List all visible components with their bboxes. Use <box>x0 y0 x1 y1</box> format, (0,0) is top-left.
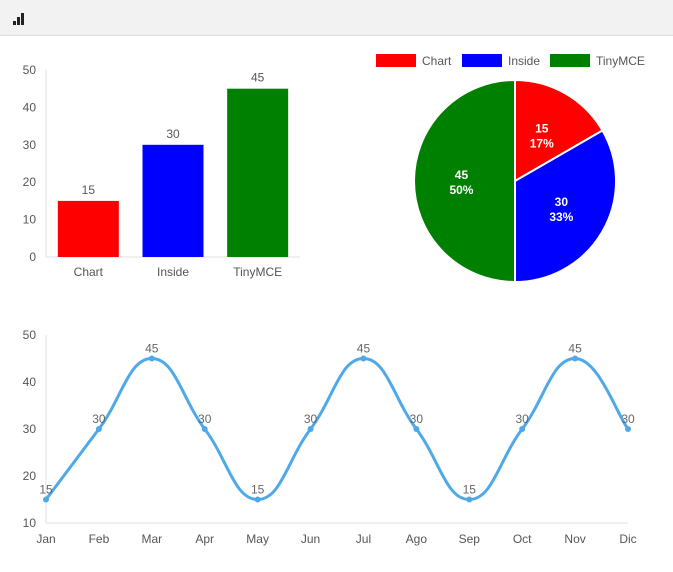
pie-value-label: 15 <box>535 122 549 136</box>
line-data-label: 15 <box>463 483 477 497</box>
line-y-tick-label: 50 <box>23 328 37 342</box>
line-data-label: 30 <box>621 412 635 426</box>
pie-percent-label: 17% <box>530 137 554 151</box>
line-point <box>254 496 261 503</box>
bar-x-tick-label: TinyMCE <box>233 265 282 279</box>
line-y-tick-label: 40 <box>23 375 37 389</box>
line-data-label: 45 <box>145 342 159 356</box>
bar-y-tick-label: 50 <box>23 63 37 77</box>
line-point <box>95 426 102 432</box>
bar-y-tick-label: 20 <box>23 175 37 189</box>
bar <box>142 144 204 257</box>
bar-data-label: 45 <box>251 71 265 85</box>
line-x-tick-label: Sep <box>459 532 481 546</box>
pie-percent-label: 50% <box>449 183 473 197</box>
line-x-tick-label: May <box>246 532 269 546</box>
bar-data-label: 30 <box>166 127 180 141</box>
line-point <box>201 426 208 432</box>
line-data-label: 30 <box>92 412 106 426</box>
line-y-tick-label: 10 <box>23 516 37 530</box>
pie-slice <box>514 129 617 284</box>
line-data-label: 45 <box>357 342 371 356</box>
bar-chart: 0 10 20 30 40 50 15 Chart 30 Inside 45 TinyMCE <box>23 63 300 279</box>
line-y-tick-label: 20 <box>23 469 37 483</box>
line-point <box>466 496 473 503</box>
line-point <box>307 426 314 432</box>
bar-y-tick-label: 10 <box>23 213 37 227</box>
line-data-label: 30 <box>304 412 318 426</box>
bar-x-tick-label: Chart <box>74 265 104 279</box>
line-data-label: 30 <box>198 412 212 426</box>
bar-x-tick-label: Inside <box>157 265 189 279</box>
line-point <box>625 426 631 432</box>
line-x-tick-label: Dic <box>619 532 636 546</box>
line-x-tick-label: Jul <box>356 532 371 546</box>
line-data-label: 30 <box>410 412 424 426</box>
line-data-label: 15 <box>251 483 265 497</box>
line-x-tick-label: Jan <box>36 532 55 546</box>
line-x-tick-label: Apr <box>195 532 214 546</box>
legend-swatch <box>462 54 502 67</box>
bar-y-tick-label: 30 <box>23 138 37 152</box>
pie-slice <box>514 78 604 183</box>
line-data-label: 45 <box>568 342 582 356</box>
bar-data-label: 15 <box>82 183 96 197</box>
bar <box>227 88 289 257</box>
line-point <box>148 355 155 362</box>
pie-percent-label: 33% <box>549 210 573 224</box>
line-point <box>360 355 367 362</box>
line-point <box>43 496 49 503</box>
line-x-tick-label: Feb <box>89 532 110 546</box>
line-point <box>572 355 579 362</box>
bar-y-tick-label: 40 <box>23 100 37 114</box>
line-x-tick-label: Oct <box>513 532 532 546</box>
line-point <box>413 426 420 432</box>
pie-slice <box>413 78 516 284</box>
line-data-label: 30 <box>516 412 530 426</box>
pie-value-label: 30 <box>555 195 569 209</box>
legend-label: Inside <box>508 54 540 68</box>
legend-swatch <box>376 54 416 67</box>
pie-value-label: 45 <box>455 168 469 182</box>
line-data-label: 15 <box>39 483 53 497</box>
line-series <box>44 356 630 502</box>
legend-swatch <box>550 54 590 67</box>
line-x-tick-label: Jun <box>301 532 320 546</box>
line-point <box>519 426 526 432</box>
legend-label: Chart <box>422 54 452 68</box>
bar-y-tick-label: 0 <box>29 250 36 264</box>
line-chart: 10 20 30 40 50 15 Jan 30 Feb 45 Mar 30 Apr 15 May 30 Jun… <box>23 328 637 546</box>
bar <box>57 200 119 257</box>
toolbar <box>0 0 673 36</box>
line-x-tick-label: Nov <box>564 532 585 546</box>
bar-chart-icon[interactable] <box>6 6 30 30</box>
line-x-tick-label: Mar <box>141 532 162 546</box>
line-y-tick-label: 30 <box>23 422 37 436</box>
line-x-tick-label: Ago <box>406 532 428 546</box>
legend-label: TinyMCE <box>596 54 645 68</box>
